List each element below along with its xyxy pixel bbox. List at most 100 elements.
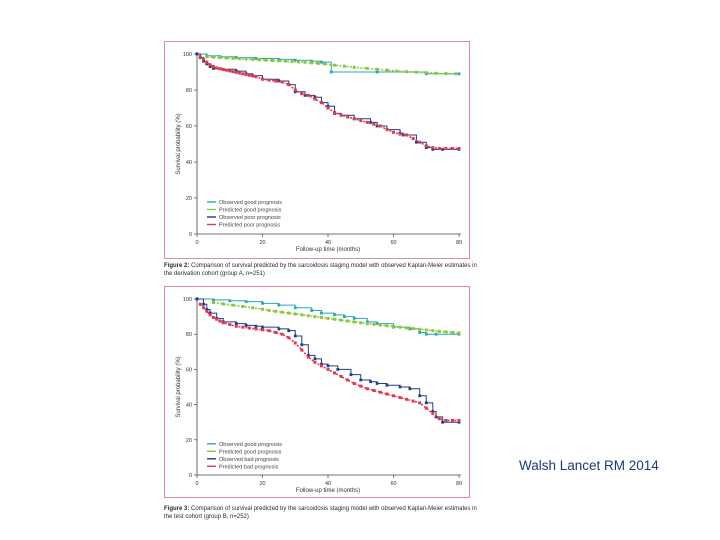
series-point-3 (398, 132, 402, 136)
series-point-0 (293, 58, 297, 62)
series-point-2 (424, 401, 428, 405)
chart-panel-test: 0 20 40 60 80 100 0 20 40 60 80 Follow-up time (mon… (164, 286, 470, 498)
series-point-0 (457, 72, 461, 76)
series-point-1 (238, 57, 242, 61)
x-axis-label: Follow-up time (months) (296, 488, 360, 494)
series-point-3 (392, 130, 395, 134)
series-point-3 (313, 97, 317, 101)
series-point-2 (431, 410, 435, 414)
series-point-3 (215, 317, 219, 321)
y-tick-label: 80 (186, 88, 192, 94)
series-point-3 (241, 72, 245, 76)
series-point-0 (320, 60, 323, 64)
series-point-3 (372, 389, 376, 393)
x-tick-label: 0 (195, 481, 198, 487)
legend-label: Observed bad prognosis (219, 457, 279, 463)
series-point-3 (392, 394, 395, 398)
series-point-0 (234, 56, 238, 59)
series-point-1 (437, 329, 441, 333)
series-point-2 (234, 322, 238, 326)
series-point-3 (365, 387, 369, 391)
series-line-2 (197, 53, 459, 150)
series-point-1 (211, 55, 215, 59)
series-point-3 (424, 144, 428, 148)
series-point-1 (405, 70, 409, 74)
series-point-3 (198, 302, 202, 306)
series-point-3 (398, 396, 402, 400)
series-point-3 (208, 63, 212, 67)
series-point-1 (290, 60, 294, 64)
legend-label: Predicted poor prognosis (219, 223, 280, 229)
series-point-3 (228, 323, 232, 327)
series-point-1 (392, 324, 395, 328)
legend-label: Observed poor prognosis (219, 215, 281, 221)
series-point-3 (293, 88, 297, 92)
series-point-1 (450, 330, 454, 334)
series-point-1 (339, 318, 343, 322)
series-point-3 (300, 348, 304, 352)
series-point-1 (352, 65, 356, 69)
series-point-1 (231, 56, 235, 60)
series-point-2 (326, 104, 330, 108)
y-tick-label: 40 (186, 160, 192, 166)
caption-label: Figure 2: (164, 263, 190, 269)
series-point-2 (195, 52, 199, 56)
series-point-3 (326, 367, 330, 371)
y-tick-label: 20 (186, 196, 192, 202)
series-point-1 (418, 327, 422, 331)
series-point-2 (349, 373, 353, 377)
series-point-2 (408, 387, 412, 391)
series-point-2 (303, 94, 307, 97)
series-point-3 (202, 57, 206, 61)
series-point-2 (254, 324, 258, 328)
series-point-2 (195, 297, 199, 301)
y-tick-label: 20 (186, 438, 192, 444)
y-tick-label: 80 (186, 332, 192, 338)
series-point-1 (221, 302, 225, 306)
series-point-3 (244, 73, 248, 77)
series-point-3 (218, 67, 222, 71)
x-tick-label: 60 (390, 481, 396, 487)
series-point-0 (261, 302, 264, 305)
series-point-3 (352, 381, 356, 385)
y-tick-label: 60 (186, 124, 192, 130)
series-point-0 (277, 303, 281, 307)
series-point-2 (424, 146, 428, 149)
series-point-1 (205, 55, 209, 59)
series-point-3 (450, 147, 454, 150)
series-point-3 (313, 360, 317, 364)
series-point-3 (326, 106, 330, 110)
series-point-3 (319, 364, 323, 368)
legend-label: Predicted good prognosis (219, 208, 282, 214)
series-point-1 (372, 322, 376, 326)
series-point-3 (267, 329, 271, 333)
series-point-2 (205, 62, 209, 66)
series-point-1 (395, 69, 399, 73)
x-tick-label: 40 (325, 481, 331, 487)
series-point-2 (313, 357, 317, 361)
series-point-1 (274, 309, 278, 313)
series-point-1 (359, 321, 363, 325)
series-point-1 (375, 67, 379, 71)
x-tick-label: 20 (259, 240, 265, 246)
y-tick-label: 60 (186, 367, 192, 373)
series-point-3 (372, 122, 376, 126)
series-point-3 (418, 401, 422, 405)
series-point-2 (434, 415, 438, 419)
series-point-1 (297, 60, 301, 64)
series-point-1 (316, 61, 320, 65)
series-point-1 (283, 59, 287, 63)
y-axis-label: Survival probability (%) (176, 113, 182, 174)
series-point-3 (333, 111, 337, 114)
series-point-3 (300, 92, 304, 96)
series-point-3 (254, 75, 258, 79)
series-point-3 (205, 60, 209, 64)
series-point-0 (434, 332, 438, 336)
series-point-3 (261, 77, 264, 81)
series-point-1 (280, 310, 284, 314)
series-point-3 (274, 79, 278, 83)
y-tick-label: 0 (189, 473, 192, 479)
series-point-1 (300, 313, 304, 317)
series-point-0 (228, 299, 232, 303)
series-point-2 (431, 148, 435, 151)
